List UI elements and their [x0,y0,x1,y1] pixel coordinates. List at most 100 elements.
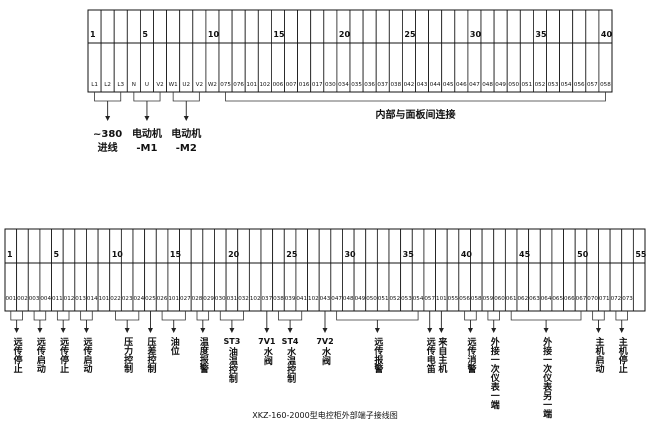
group-label-head: ST3 [223,337,241,346]
terminal-cell [179,9,194,93]
group-label: 远传启动 [34,337,45,373]
terminal-label: 024 [133,296,144,302]
terminal-label: 014 [87,296,98,302]
arrow-head-icon [467,328,473,333]
terminal-label: 075 [220,82,231,88]
terminal-label: 061 [506,296,517,302]
arrow-head-icon [322,328,328,333]
terminal-number: 15 [170,250,182,259]
group-bracket [278,311,303,321]
group-label: -M2 [176,143,197,154]
arrow-head-icon [14,328,20,333]
terminal-label: 043 [417,82,428,88]
group-bracket [94,92,122,102]
group-label: 外接一次仪表另一端 [541,337,552,418]
terminal-label: 101 [246,82,257,88]
group-label: ~380 [93,129,122,140]
group-label-head: 7V1 [258,337,276,346]
group-label: 水阀 [261,347,272,365]
terminal-label: 003 [29,296,40,302]
group-bracket [615,311,628,321]
terminal-label: 039 [285,296,296,302]
terminal-label: 050 [508,82,519,88]
terminal-label: 023 [122,296,133,302]
terminal-cell [297,9,312,93]
terminal-label: 101 [99,296,110,302]
group-label: 内部与面板间连接 [376,108,456,121]
terminal-cell [310,9,325,93]
terminal-label: 065 [552,296,563,302]
arrow-head-icon [37,328,43,333]
terminal-label: 011 [52,296,63,302]
terminal-label: 057 [587,82,598,88]
terminal-label: 052 [389,296,400,302]
terminal-label: 057 [424,296,435,302]
terminal-number: 5 [54,250,60,259]
terminal-cell [244,9,259,93]
group-label: 远传停止 [58,337,69,373]
terminal-label: 041 [296,296,307,302]
top-terminal-strip: L1 L2 L3 N U V2 W1 U2 V2 W2 075 076 101 102 006 007 016 0… [87,9,613,154]
group-bracket [10,311,23,321]
terminal-label: 064 [541,296,552,302]
terminal-label: 012 [64,296,75,302]
terminal-label: 102 [250,296,261,302]
group-bracket [33,311,47,321]
group-bracket [80,311,93,321]
terminal-cell [546,9,561,93]
terminal-number: 20 [228,250,240,259]
terminal-cell [493,9,508,93]
bottom-terminal-strip: 001 002 003 004 011 012 013 014 101 022 023 024 025 0… [4,228,647,333]
terminal-label: 031 [227,296,238,302]
terminal-number: 1 [7,250,13,259]
terminal-label: W1 [169,82,179,88]
terminal-label: 072 [611,296,622,302]
group-bracket [510,311,582,321]
terminal-label: 002 [17,296,28,302]
terminal-label: 049 [495,82,506,88]
arrow-head-icon [287,328,293,333]
terminal-label: 054 [413,296,424,302]
terminal-label: 004 [40,296,51,302]
terminal-label: 102 [308,296,319,302]
arrow-head-icon [374,328,380,333]
group-label: 水温控制 [285,347,296,383]
terminal-cell [139,9,154,93]
arrow-head-icon [543,328,549,333]
terminal-cell [632,228,646,312]
terminal-label: 051 [522,82,533,88]
group-label: 电动机 [171,127,201,140]
group-label: 远传电笛 [424,337,435,373]
group-label: 水阀 [320,347,330,365]
terminal-cell [87,9,102,93]
terminal-label: 056 [574,82,585,88]
terminal-label: L3 [117,82,124,88]
terminal-number: 10 [208,30,220,39]
terminal-label: 030 [215,296,226,302]
arrow-head-icon [147,328,153,333]
arrow-head-icon [264,328,270,333]
group-bracket [172,92,200,102]
terminal-label: 017 [312,82,323,88]
group-label-head: 7V2 [316,337,334,346]
terminal-cell [572,9,587,93]
group-label: 油温控制 [226,347,237,383]
terminal-number: 30 [470,30,482,39]
terminal-number: 50 [577,250,589,259]
arrow-head-icon [491,328,497,333]
group-label: 压差控制 [145,337,156,373]
terminal-cell [192,9,207,93]
terminal-label: L1 [91,82,98,88]
terminal-number: 25 [286,250,298,259]
group-label: 主机启动 [593,337,604,373]
terminal-number: 35 [403,250,415,259]
terminal-cell [270,9,285,93]
group-label: 电动机 [132,127,162,140]
terminal-label: 034 [338,82,349,88]
terminal-number: 55 [635,250,647,259]
terminal-label: L2 [104,82,111,88]
terminal-cell [257,9,272,93]
terminal-label: 044 [430,82,441,88]
terminal-cell [126,9,141,93]
group-bracket [336,311,419,321]
